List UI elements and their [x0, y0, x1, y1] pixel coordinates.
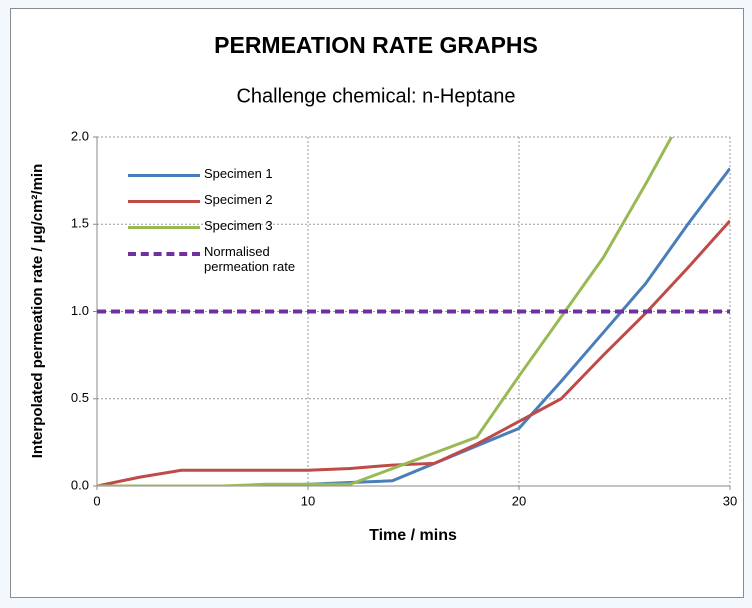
series-line — [97, 167, 730, 486]
y-axis-label: Interpolated permeation rate / µg/cm²/mi… — [29, 164, 46, 459]
chart-subtitle: Challenge chemical: n-Heptane — [236, 85, 515, 107]
x-tick-label: 10 — [301, 493, 315, 508]
legend-label: Specimen 3 — [204, 218, 273, 233]
x-axis-label: Time / mins — [369, 527, 457, 544]
y-tick-label: 0.0 — [71, 477, 89, 492]
legend-swatch — [128, 200, 200, 203]
series-line — [97, 137, 674, 486]
legend-item: Specimen 2 — [128, 192, 329, 207]
y-tick-label: 1.5 — [71, 216, 89, 231]
chart-frame — [10, 8, 744, 598]
legend-label: Normalised permeation rate — [204, 244, 296, 274]
legend-item: Specimen 1 — [128, 166, 329, 181]
legend-swatch — [128, 226, 200, 229]
legend-label: Specimen 2 — [204, 192, 273, 207]
x-tick-label: 0 — [93, 493, 100, 508]
legend-swatch — [128, 174, 200, 177]
chart-title: PERMEATION RATE GRAPHS — [214, 32, 538, 58]
legend-swatch — [128, 252, 200, 256]
x-tick-label: 30 — [723, 493, 737, 508]
series-line — [97, 219, 730, 486]
x-tick-label: 20 — [512, 493, 526, 508]
y-tick-label: 2.0 — [71, 128, 89, 143]
legend-item: Specimen 3 — [128, 218, 329, 233]
y-tick-label: 1.0 — [71, 303, 89, 318]
legend-label: Specimen 1 — [204, 166, 273, 181]
legend: Specimen 1 Specimen 2 Specimen 3 Normalised… — [128, 166, 329, 285]
legend-item: Normalised permeation rate — [128, 244, 329, 274]
y-tick-label: 0.5 — [71, 390, 89, 405]
